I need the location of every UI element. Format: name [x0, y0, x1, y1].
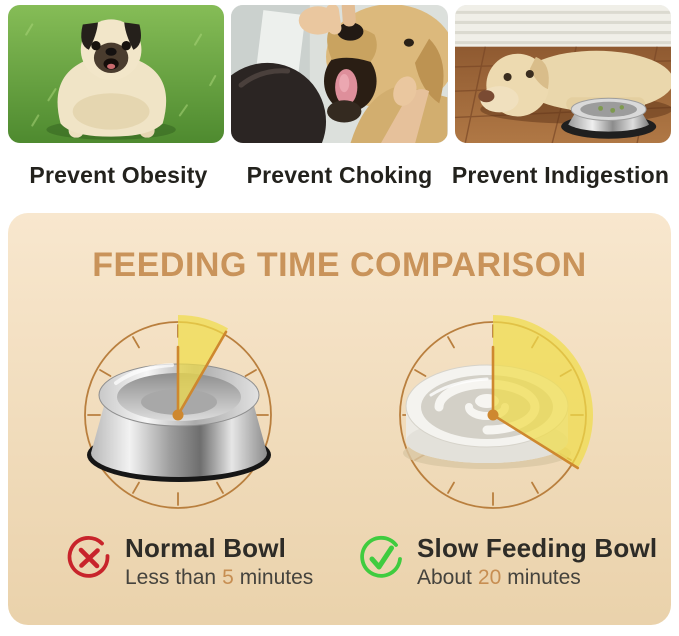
time-suffix: minutes [239, 566, 314, 589]
caption-prevent-obesity: Prevent Obesity [29, 161, 208, 188]
normal-bowl-label: Normal Bowl [125, 533, 287, 563]
slow-feeding-bowl-time: About 20 minutes [417, 565, 657, 591]
photo-prevent-choking [231, 5, 448, 143]
clock-hand-minutes [176, 330, 228, 417]
time-value: 20 [477, 566, 502, 589]
normal-bowl-item: Normal Bowl Less than 5 minutes [66, 533, 313, 591]
pug-on-grass-illustration [8, 5, 225, 143]
feeding-time-comparison-panel: FEEDING TIME COMPARISON [8, 213, 671, 625]
checking-dog-mouth-illustration [231, 5, 448, 143]
benefit-photos-row [8, 5, 671, 143]
time-prefix: About [417, 566, 472, 589]
clock-center-dot [172, 409, 184, 421]
photo-prevent-obesity [8, 5, 225, 143]
time-wedge-5min [178, 315, 228, 415]
check-icon [360, 535, 402, 578]
time-value: 5 [222, 566, 234, 589]
cross-icon [67, 536, 110, 578]
time-prefix: Less than [125, 566, 217, 589]
normal-bowl-clock [84, 315, 272, 509]
benefit-captions-row: Prevent Obesity Prevent Choking Prevent … [8, 143, 671, 207]
normal-bowl-time: Less than 5 minutes [125, 565, 313, 591]
caption-prevent-indigestion: Prevent Indigestion [451, 161, 670, 188]
clock-center-dot [487, 409, 499, 421]
time-suffix: minutes [507, 566, 581, 589]
slow-feeding-bowl-item: Slow Feeding Bowl About 20 minutes [358, 533, 657, 591]
panel-title: FEEDING TIME COMPARISON [92, 246, 587, 284]
dog-beside-bowl-illustration [454, 5, 671, 143]
clock-hand-minutes [491, 413, 580, 470]
slow-feeding-bowl-clock [399, 315, 594, 509]
caption-prevent-choking: Prevent Choking [246, 161, 433, 188]
photo-prevent-indigestion [454, 5, 671, 143]
slow-feeding-bowl-label: Slow Feeding Bowl [417, 533, 658, 563]
